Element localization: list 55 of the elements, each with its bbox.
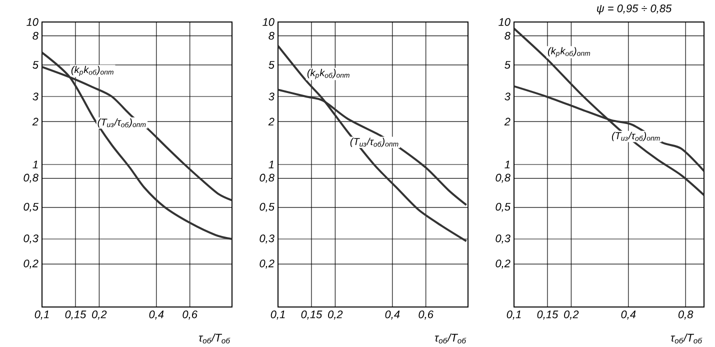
y-tick-label: 1 bbox=[504, 160, 510, 168]
y-tick-label: 0,3 bbox=[24, 234, 38, 244]
x-tick-label: 0,4 bbox=[149, 310, 164, 320]
y-tick-label: 0,2 bbox=[496, 260, 510, 269]
y-tick-label: 10 bbox=[26, 18, 38, 26]
y-tick-label: 8 bbox=[504, 32, 510, 40]
x-tick-label: 0,15 bbox=[537, 310, 558, 320]
x-tick-label: 0,2 bbox=[328, 310, 343, 320]
y-tick-label: 5 bbox=[268, 61, 275, 69]
series-label: (T$_{из}$/τ$_{об}$)$_{опт}$ bbox=[350, 138, 398, 148]
x-tick-label: 0,4 bbox=[621, 310, 636, 320]
y-tick-label: 0,5 bbox=[24, 203, 39, 212]
y-tick-label: 5 bbox=[32, 61, 39, 69]
y-tick-label: 2 bbox=[268, 118, 274, 126]
x-tick-label: 0,2 bbox=[92, 310, 107, 320]
y-tick-label: 8 bbox=[32, 32, 38, 40]
y-tick-label: 10 bbox=[262, 18, 274, 26]
series-label: (k$_{р}$k$_{об}$)$_{опт}$ bbox=[307, 69, 350, 80]
x-tick-label: 0,2 bbox=[564, 310, 579, 320]
text: ψ = 0,95 ÷ 0,85 bbox=[597, 4, 672, 15]
x-tick-label: 0,6 bbox=[182, 310, 198, 320]
x-axis-title: τ$_{об}$/T$_{об}$ bbox=[198, 334, 230, 344]
x-tick-label: 0,15 bbox=[65, 310, 86, 320]
x-tick-label: 0,1 bbox=[34, 310, 49, 320]
y-tick-label: 2 bbox=[32, 118, 38, 126]
series-label: (k$_{р}$k$_{об}$)$_{опт}$ bbox=[548, 47, 590, 58]
y-tick-label: 5 bbox=[504, 61, 511, 69]
series-label: (T$_{из}$/τ$_{об}$)$_{опт}$ bbox=[612, 132, 660, 142]
y-tick-label: 0,3 bbox=[260, 234, 274, 244]
x-axis-title: τ$_{об}$/T$_{об}$ bbox=[434, 334, 466, 344]
x-tick-label: 0,6 bbox=[418, 310, 434, 320]
series-label: (T$_{из}$/τ$_{об}$)$_{опт}$ bbox=[98, 118, 146, 128]
y-tick-label: 3 bbox=[504, 92, 510, 101]
x-tick-label: 0,15 bbox=[301, 310, 322, 320]
y-tick-label: 0,8 bbox=[260, 174, 274, 183]
y-tick-label: 10 bbox=[498, 18, 510, 26]
x-tick-label: 0,1 bbox=[506, 310, 521, 320]
y-tick-label: 3 bbox=[32, 92, 38, 101]
y-tick-label: 3 bbox=[268, 92, 274, 101]
series-label: (k$_{р}$k$_{об}$)$_{опт}$ bbox=[71, 66, 114, 76]
x-tick-label: 0,8 bbox=[678, 310, 694, 320]
y-tick-label: 0,5 bbox=[496, 203, 511, 212]
y-tick-label: 0,3 bbox=[496, 234, 510, 244]
y-tick-label: 0,8 bbox=[24, 174, 38, 183]
y-tick-label: 8 bbox=[268, 32, 274, 40]
y-tick-label: 0,5 bbox=[260, 203, 275, 212]
x-axis-title: τ$_{об}$/T$_{об}$ bbox=[670, 334, 702, 344]
y-tick-label: 0,2 bbox=[260, 260, 274, 269]
x-tick-label: 0,4 bbox=[385, 310, 400, 320]
x-tick-label: 0,1 bbox=[270, 310, 285, 320]
y-tick-label: 2 bbox=[504, 118, 510, 126]
y-tick-label: 0,2 bbox=[24, 260, 38, 269]
y-tick-label: 0,8 bbox=[496, 174, 510, 183]
y-tick-label: 1 bbox=[32, 160, 38, 168]
y-tick-label: 1 bbox=[268, 160, 274, 168]
